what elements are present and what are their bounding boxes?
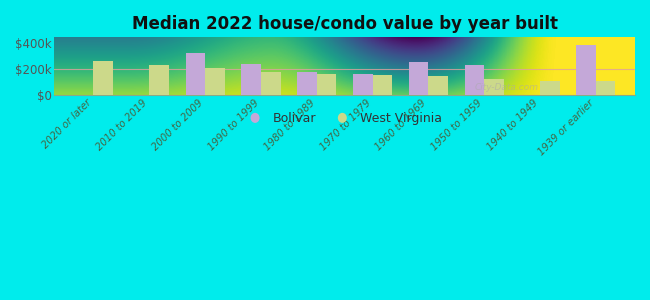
Bar bbox=[94, 61, 113, 95]
Bar bbox=[150, 65, 169, 95]
Bar bbox=[465, 65, 484, 95]
Bar bbox=[596, 81, 616, 95]
Bar bbox=[484, 79, 504, 95]
Title: Median 2022 house/condo value by year built: Median 2022 house/condo value by year bu… bbox=[132, 15, 558, 33]
Bar bbox=[317, 74, 336, 95]
Text: City-Data.com: City-Data.com bbox=[474, 83, 538, 92]
Legend: Bolivar, West Virginia: Bolivar, West Virginia bbox=[242, 107, 447, 130]
Bar bbox=[428, 76, 448, 95]
Bar bbox=[261, 72, 281, 95]
Bar bbox=[577, 44, 596, 95]
Bar bbox=[186, 53, 205, 95]
Bar bbox=[372, 75, 392, 95]
Bar bbox=[540, 81, 560, 95]
Bar bbox=[297, 72, 317, 95]
Bar bbox=[409, 62, 428, 95]
Bar bbox=[241, 64, 261, 95]
Bar bbox=[353, 74, 372, 95]
Bar bbox=[205, 68, 225, 95]
